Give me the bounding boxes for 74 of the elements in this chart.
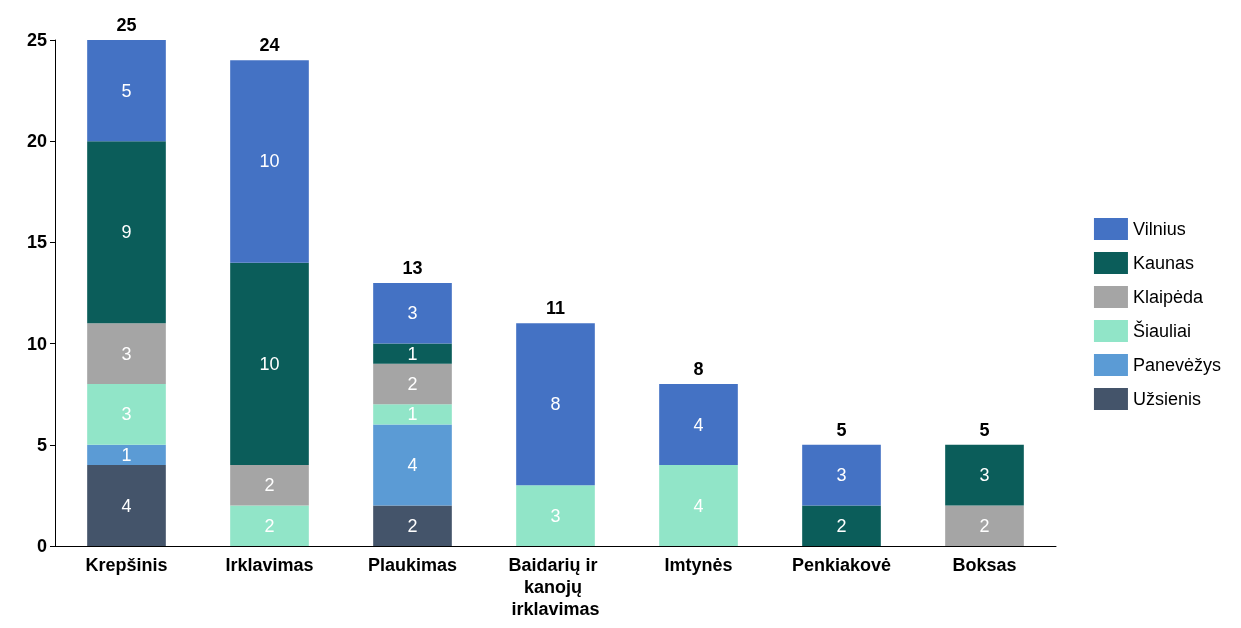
- bar: [230, 60, 309, 263]
- x-tick-label: Plaukimas: [367, 555, 458, 575]
- bar: [87, 384, 166, 445]
- total-label: 5: [836, 419, 847, 440]
- bar: [373, 404, 452, 425]
- data-label: 5: [121, 80, 132, 101]
- data-label: 2: [836, 515, 847, 536]
- bar: [87, 465, 166, 546]
- y-tick-label: 20: [26, 131, 47, 152]
- bar: [87, 40, 166, 142]
- legend-label: Kaunas: [1132, 253, 1195, 273]
- data-label: 3: [407, 303, 418, 324]
- bar: [230, 505, 309, 546]
- data-label: 2: [264, 515, 275, 536]
- legend-label: Klaipėda: [1132, 287, 1204, 307]
- y-tick-label: 25: [26, 30, 47, 50]
- bar: [373, 363, 452, 405]
- y-tick-label: 5: [36, 434, 47, 455]
- data-label: 4: [121, 495, 132, 516]
- total-label: 11: [545, 298, 566, 319]
- data-label: 3: [836, 465, 847, 486]
- x-tick-label: Boksas: [952, 555, 1017, 575]
- data-label: 4: [693, 495, 704, 516]
- y-tick-label: 0: [36, 536, 47, 556]
- data-label: 3: [121, 343, 132, 364]
- data-label: 3: [979, 465, 990, 486]
- data-label: 1: [407, 343, 418, 364]
- bar: [230, 465, 309, 506]
- bar: [230, 262, 309, 466]
- total-label: 8: [693, 359, 704, 380]
- data-label: 10: [259, 353, 280, 374]
- legend-label: Vilnius: [1132, 219, 1186, 239]
- bar: [87, 141, 166, 324]
- data-label: 2: [264, 475, 275, 496]
- total-label: 5: [979, 419, 990, 440]
- data-label: 10: [259, 151, 280, 172]
- bar: [659, 384, 738, 466]
- legend-label: Panevėžys: [1132, 355, 1222, 375]
- bar: [802, 444, 881, 506]
- bar: [373, 282, 452, 344]
- data-label: 2: [407, 515, 418, 536]
- y-tick-label: 10: [26, 333, 47, 354]
- bar: [373, 424, 452, 506]
- legend-label: Užsienis: [1132, 389, 1201, 409]
- bar: [516, 323, 595, 486]
- legend-label: Šiauliai: [1132, 320, 1191, 341]
- bar: [659, 465, 738, 546]
- bar: [373, 505, 452, 546]
- data-label: 9: [121, 222, 132, 243]
- x-tick-label: Imtynės: [664, 555, 733, 575]
- data-label: 4: [693, 414, 704, 435]
- bar: [945, 444, 1024, 506]
- bar: [373, 343, 452, 364]
- x-tick-label: Krepšinis: [85, 555, 168, 575]
- data-label: 1: [407, 404, 418, 425]
- data-label: 2: [979, 515, 990, 536]
- data-label: 3: [121, 404, 132, 425]
- bar: [945, 505, 1024, 546]
- bar: [87, 444, 166, 466]
- x-tick-label: Penkiakovė: [791, 555, 892, 575]
- bar: [516, 485, 595, 546]
- total-label: 13: [402, 257, 423, 278]
- bar: [87, 323, 166, 385]
- data-label: 4: [407, 455, 418, 476]
- data-label: 8: [550, 394, 561, 415]
- data-label: 1: [121, 444, 132, 465]
- data-label: 3: [550, 505, 561, 526]
- x-tick-label: Baidarių ir kanojų irklavimas: [508, 555, 603, 619]
- total-label: 24: [259, 35, 280, 56]
- y-tick-label: 15: [26, 232, 47, 253]
- total-label: 25: [116, 15, 137, 35]
- x-tick-label: Irklavimas: [225, 555, 314, 575]
- bar: [802, 505, 881, 546]
- data-label: 2: [407, 374, 418, 395]
